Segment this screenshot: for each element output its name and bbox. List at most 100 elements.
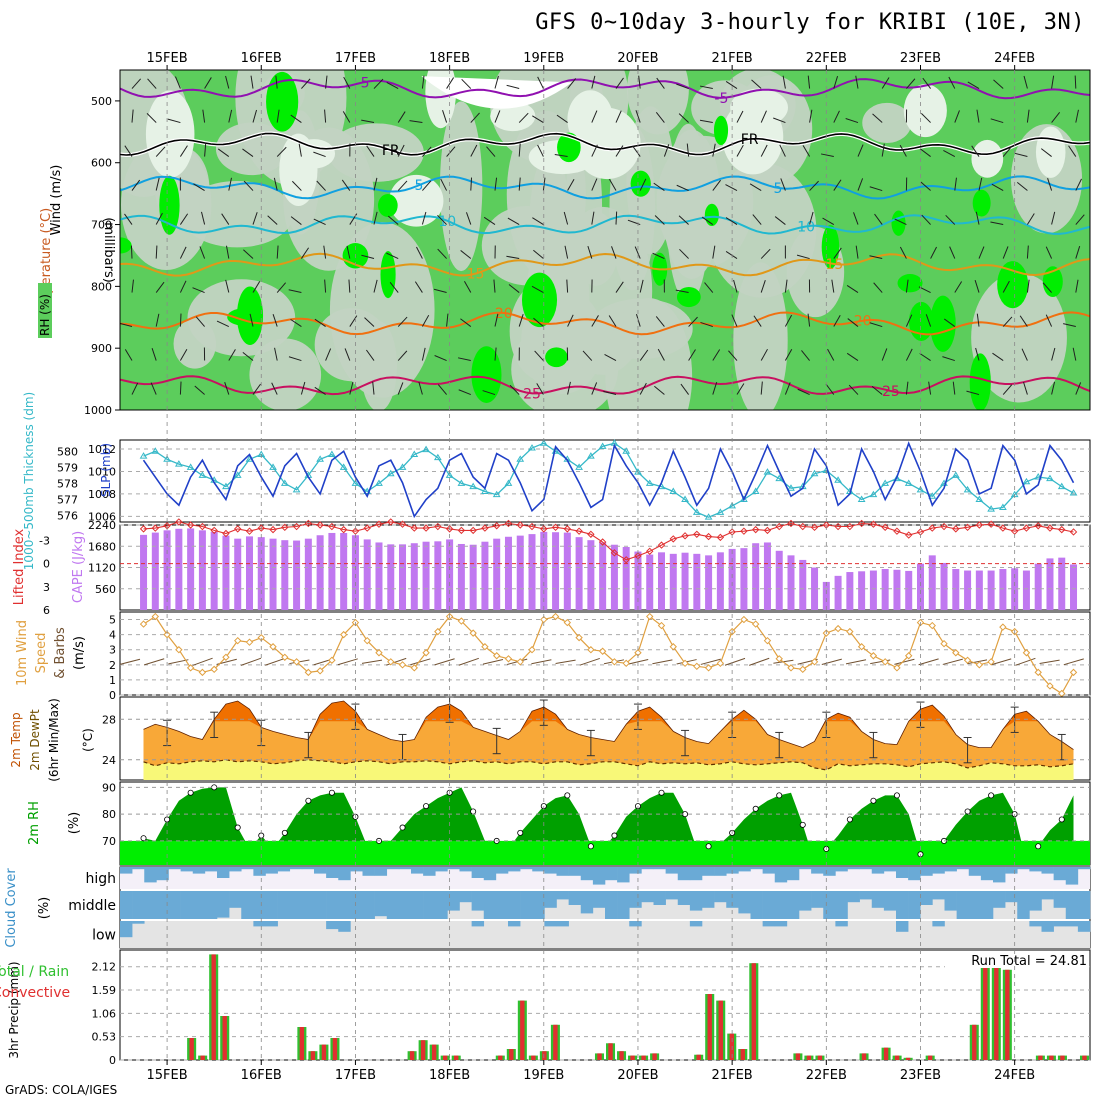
wind-speed-point [151, 612, 160, 621]
cape-bar [234, 538, 242, 610]
cloud-cell [459, 891, 472, 903]
rh-axis-label: RH (%) [38, 294, 52, 336]
wind-barb [591, 75, 596, 89]
precip-convective-bar [597, 1053, 602, 1060]
wind-barb [199, 246, 206, 259]
rh2m-point [988, 792, 995, 799]
wind-barb [736, 383, 745, 395]
wind-barb [131, 382, 139, 395]
wind-barb [760, 381, 763, 395]
wind-barb [341, 179, 351, 191]
wind-barb [536, 383, 544, 395]
cloud-cell [871, 867, 885, 874]
thickness-point [857, 495, 866, 502]
cloud-cell [326, 867, 339, 878]
cloud-cell [786, 867, 800, 881]
precip-convective-bar [696, 1054, 701, 1060]
cape-bar [375, 542, 383, 610]
precip-convective-bar [453, 1055, 459, 1060]
rh2m-point [705, 843, 712, 850]
cape-bar [622, 547, 630, 610]
wind-barb [905, 314, 913, 327]
precip-convective-bar [299, 1027, 305, 1060]
temp-tick-label: 28 [102, 713, 116, 726]
wind-barb [434, 355, 447, 362]
cloud-cell [726, 891, 739, 908]
wind-barb [1023, 381, 1028, 395]
rh2m-point [1035, 843, 1042, 850]
thickness-point [681, 495, 689, 502]
cloud-cell [689, 867, 703, 881]
wind-barb [1063, 323, 1076, 328]
wind-barb [928, 381, 932, 395]
rh-very-dry-patch [389, 174, 444, 227]
wind-barb [638, 75, 641, 89]
wind-speed-point [551, 612, 560, 621]
li-axis-label: Lifted Index [12, 528, 27, 605]
wind-barb [1002, 246, 1009, 259]
wind-speed-point [657, 621, 666, 630]
wind-barb [373, 177, 378, 191]
wind-barb [147, 78, 157, 89]
cloud-cell [1077, 921, 1091, 932]
precip-convective-bar [630, 1055, 635, 1060]
wind-barb [290, 216, 302, 225]
cape-tick-label: 2240 [88, 519, 116, 532]
rh2m-point [281, 829, 288, 836]
wind-barb [802, 145, 811, 157]
li-point [1069, 528, 1078, 536]
wind-speed-point [846, 627, 854, 636]
cape-bar [1011, 568, 1019, 610]
rh-saturated-patch [704, 203, 719, 227]
wind-barb [226, 245, 230, 259]
li-point [316, 521, 324, 529]
cloud-cell [968, 867, 982, 876]
wind-barb [952, 381, 956, 395]
date-label-top: 24FEB [994, 51, 1035, 66]
wind-barb [272, 314, 278, 327]
cloud-cell [883, 867, 897, 872]
thickness-tick-label: 576 [57, 510, 78, 523]
precip-frame [119, 949, 1091, 1061]
date-label-top: 15FEB [147, 51, 188, 66]
cloud-cell [750, 867, 763, 870]
wind-barb [567, 179, 575, 191]
precip-convective-bar [520, 1000, 525, 1060]
wind-barb [155, 177, 160, 191]
cape-bar [493, 538, 501, 610]
surface-wind-barb [1063, 658, 1084, 666]
wind-barb [1002, 384, 1013, 395]
cloud-cell [932, 867, 945, 874]
cloud-cell [617, 867, 630, 883]
cape-bar [1058, 557, 1066, 610]
rh2m-point [140, 835, 147, 842]
wind-barb [657, 348, 665, 361]
wind-barb [679, 248, 689, 259]
rh-saturated-patch [266, 71, 299, 132]
wind-barb [1051, 381, 1056, 395]
temp-line [143, 700, 1074, 750]
cape-tick-label: 560 [95, 583, 116, 596]
wind-barb [948, 76, 956, 89]
rh2m-point [423, 803, 430, 810]
wind-barb [290, 114, 302, 123]
wind-barb [167, 118, 181, 124]
wind-speed-point [481, 643, 489, 651]
cloud-cell [471, 921, 485, 927]
date-label-top: 17FEB [335, 51, 376, 66]
li-point [210, 526, 218, 535]
li-point [1034, 522, 1042, 530]
cape-bar [587, 540, 595, 610]
thickness-point [433, 453, 442, 461]
wind-barb [871, 385, 883, 395]
cloud-cell [362, 891, 375, 919]
cloud-cell [835, 891, 848, 919]
wind-speed-point [1022, 649, 1031, 657]
thickness-point [622, 447, 631, 454]
wind-barb [943, 318, 956, 327]
wind-barb [779, 144, 786, 157]
cloud-cell [398, 867, 412, 870]
rh2m-tick-label: 80 [102, 808, 116, 821]
thickness-point [999, 503, 1007, 511]
cloud-cell [665, 891, 679, 900]
